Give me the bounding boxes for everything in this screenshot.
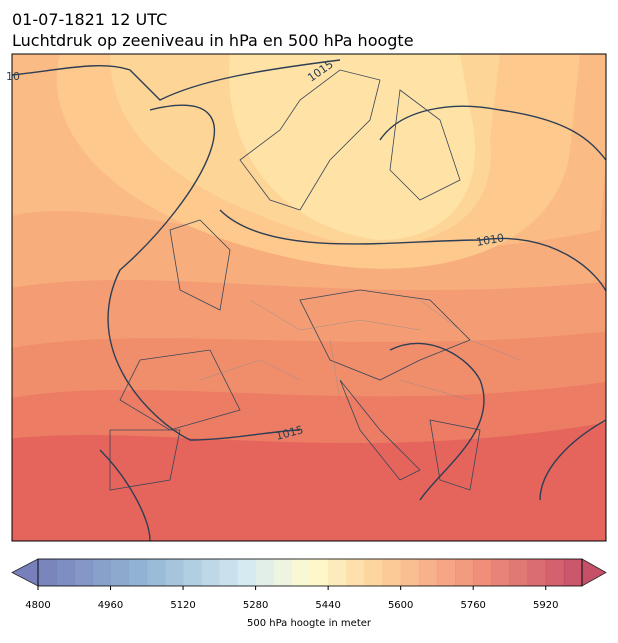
colorbar-extend-high — [581, 558, 607, 587]
colorbar-segment — [255, 559, 275, 586]
colorbar-frame — [37, 558, 583, 587]
colorbar-segment — [56, 559, 75, 586]
colorbar-tick-label: 5120 — [170, 600, 195, 611]
colorbar-segment — [346, 559, 365, 586]
colorbar-segment — [237, 559, 257, 586]
colorbar-segment — [382, 559, 402, 586]
colorbar-segment — [146, 559, 166, 586]
colorbar-segment — [183, 559, 202, 586]
colorbar-segment — [509, 559, 529, 586]
colorbar-segment — [491, 559, 510, 586]
colorbar-segment — [201, 559, 220, 586]
contour-label: 10 — [6, 70, 20, 83]
colorbar-extend-low — [11, 558, 39, 587]
colorbar-segment — [310, 559, 329, 586]
colorbar-tick-label: 5280 — [243, 600, 268, 611]
colorbar-tick-label: 5920 — [533, 600, 558, 611]
colorbar-segment — [74, 559, 93, 586]
colorbar-segment — [545, 559, 565, 586]
colorbar-segment — [38, 559, 57, 586]
colorbar-segment — [364, 559, 384, 586]
map-title: Luchtdruk op zeeniveau in hPa en 500 hPa… — [12, 31, 414, 50]
colorbar-segment — [455, 559, 474, 586]
colorbar-segment — [219, 559, 238, 586]
date-title: 01-07-1821 12 UTC — [12, 10, 167, 29]
contour-label: 1010 — [475, 231, 505, 249]
colorbar-segment — [473, 559, 492, 586]
colorbar-segment — [400, 559, 420, 586]
colorbar-segment — [164, 559, 184, 586]
colorbar-segment — [328, 559, 347, 586]
colorbar-tick-label: 5440 — [315, 600, 340, 611]
colorbar-tick-label: 5600 — [388, 600, 413, 611]
map — [12, 54, 606, 541]
colorbar-segment — [291, 559, 311, 586]
colorbar-label: 500 hPa hoogte in meter — [247, 618, 372, 629]
colorbar-segment — [273, 559, 293, 586]
colorbar-segment — [110, 559, 130, 586]
colorbar-tick-label: 4800 — [25, 600, 50, 611]
colorbar-tick-label: 4960 — [98, 600, 123, 611]
colorbar-tick-label: 5760 — [460, 600, 485, 611]
colorbar-segment — [563, 559, 583, 586]
map-frame — [11, 53, 607, 542]
colorbar-segment — [92, 559, 112, 586]
colorbar-segment — [418, 559, 438, 586]
colorbar-segment — [128, 559, 148, 586]
colorbar-segment — [436, 559, 456, 586]
colorbar: 4800 4960 5120 5280 5440 5600 5760 5920 — [11, 558, 607, 611]
colorbar-segment — [527, 559, 547, 586]
